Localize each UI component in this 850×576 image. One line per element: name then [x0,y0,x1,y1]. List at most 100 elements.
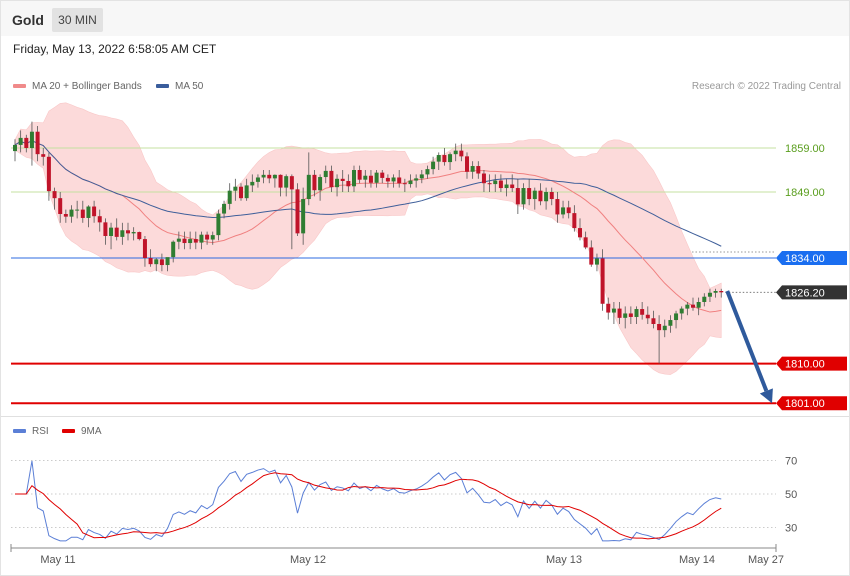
candle [244,178,249,201]
candle-body [13,144,17,152]
candle-body [674,313,679,321]
candle-body [691,304,695,308]
candle [199,231,204,250]
timeframe-badge[interactable]: 30 MIN [52,8,103,32]
candle [312,170,317,197]
candle [340,170,345,192]
candle-body [120,230,125,237]
candle [114,218,119,241]
candle [419,170,424,184]
candle-body [41,154,46,157]
candle [515,178,520,214]
level-tag-1826.20 [776,285,847,300]
candle [182,231,187,250]
candle-body [561,207,566,215]
candle [171,240,176,263]
candle-body [24,137,29,148]
candle [335,174,340,197]
candle [75,200,80,219]
candle-body [493,180,498,185]
research-credit: Research © 2022 Trading Central [691,81,841,92]
candle-body [617,308,622,318]
candle-body [329,170,334,188]
candle [233,178,238,201]
candle-body [154,259,159,265]
candle [589,240,594,267]
candle [176,231,181,250]
candle [532,187,537,210]
candle [126,222,130,241]
candle [52,187,57,210]
candle-body [227,190,232,204]
candle [97,209,102,232]
bollinger-band-area [14,102,722,375]
candle-body [103,222,108,236]
candle-body [600,258,605,304]
candle-body [549,192,554,200]
candle [674,310,679,329]
candle-body [623,313,628,318]
candle [385,174,390,188]
candle-body [707,292,712,297]
moving-averages [14,140,722,313]
candle [436,152,441,170]
forecast-arrow-head [759,388,773,404]
candle-body [696,302,701,308]
candle-body [662,325,667,331]
candle [719,288,724,298]
candle-body [205,234,210,240]
candle-body [86,206,91,218]
candle [391,174,396,188]
candle [69,205,74,223]
candle [63,209,68,223]
candle-body [250,181,255,186]
candle-body [459,150,464,157]
candle-body [63,214,68,217]
level-tag-1834.00 [776,251,847,265]
candle-body [289,176,294,190]
candle [425,165,430,179]
candle-body [267,174,272,179]
candle [414,174,419,188]
candle-body [29,131,34,148]
candle [24,134,29,153]
candle-body [199,234,204,243]
candle-body [92,206,97,217]
candle [561,200,566,219]
candle [470,161,475,179]
candle [35,126,40,162]
candle-body [408,180,413,185]
candle-body [402,183,407,185]
candle [510,174,515,192]
legend-ma20: MA 20 + Bollinger Bands [13,81,142,92]
candle [696,297,701,316]
candle [481,170,486,192]
legend-ma50-label: MA 50 [175,81,204,92]
level-tag-1801.00 [776,396,847,411]
candle [594,253,599,272]
candle [301,187,306,245]
instrument-title: Gold [12,12,44,28]
ma20-line [14,140,722,313]
candle [222,200,227,219]
candle-body [578,228,582,238]
rsi-line [15,460,722,542]
candle [408,174,413,188]
candle [250,174,255,192]
rsi-ma-line [15,472,722,540]
level-label-1826.20: 1826.20 [785,287,825,299]
legend-rsi: RSI [13,426,49,437]
candle-body [18,137,23,145]
x-axis: May 11 May 12 May 13 May 14 May 27 [10,544,784,566]
candle [476,161,481,179]
candle-body [702,296,707,302]
candle [193,231,198,250]
candle-body [363,175,368,180]
x-tick-label: May 11 [40,554,75,566]
candle-body [80,209,85,218]
legend-ma20-label: MA 20 + Bollinger Bands [32,81,142,92]
candle [368,170,373,188]
candle-body [69,209,74,217]
candle-body [668,320,673,326]
candle [713,288,718,298]
